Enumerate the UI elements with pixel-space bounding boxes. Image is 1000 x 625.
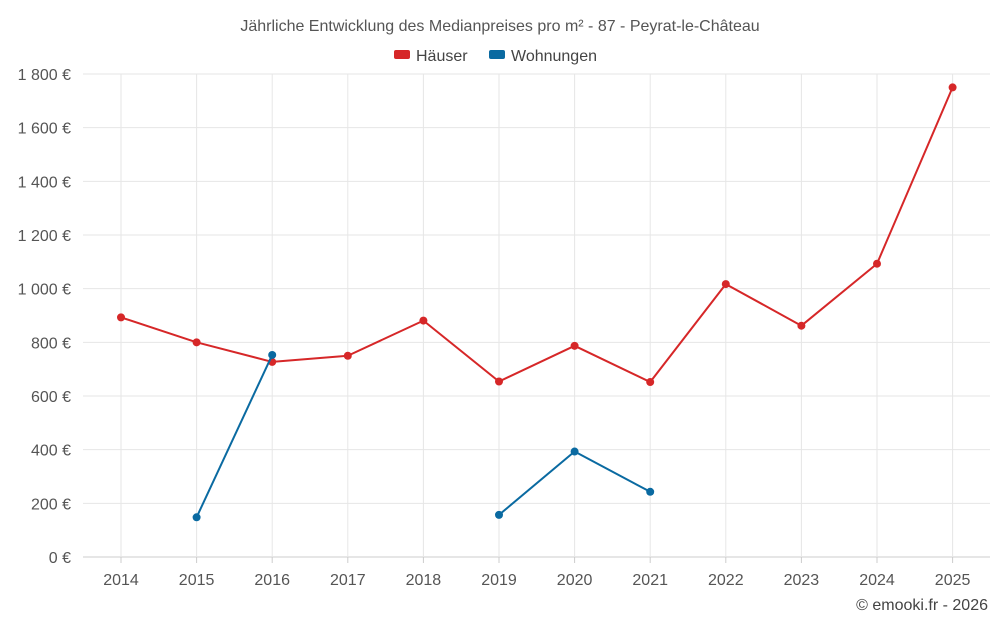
- x-tick-label: 2022: [708, 572, 744, 589]
- data-point-haeuser[interactable]: [873, 259, 881, 268]
- x-tick-label: 2017: [330, 572, 366, 589]
- data-point-haeuser[interactable]: [646, 378, 655, 387]
- data-point-haeuser[interactable]: [570, 341, 579, 350]
- x-tick-label: 2021: [632, 572, 668, 589]
- x-tick-label: 2023: [784, 572, 820, 589]
- legend-swatch-haeuser: [394, 50, 410, 59]
- y-tick-label: 600 €: [31, 389, 71, 406]
- series-line-wohnungen: [195, 354, 274, 518]
- x-tick-label: 2019: [481, 572, 517, 589]
- data-point-wohnungen[interactable]: [570, 447, 579, 456]
- y-tick-label: 0 €: [49, 550, 71, 567]
- data-point-haeuser[interactable]: [495, 377, 503, 386]
- x-tick-label: 2025: [935, 572, 971, 589]
- y-tick-label: 1 400 €: [18, 174, 71, 191]
- credit-text: © emooki.fr - 2026: [856, 597, 988, 614]
- legend-item-wohnungen[interactable]: Wohnungen: [489, 48, 597, 65]
- legend-swatch-wohnungen: [489, 50, 505, 59]
- grid: [83, 73, 990, 558]
- data-point-haeuser[interactable]: [797, 321, 806, 330]
- y-tick-label: 1 800 €: [18, 67, 71, 84]
- series-line-haeuser: [120, 87, 954, 384]
- x-tick-label: 2014: [103, 572, 139, 589]
- data-point-wohnungen[interactable]: [192, 513, 201, 522]
- data-point-haeuser[interactable]: [721, 280, 730, 289]
- legend: Häuser Wohnungen: [394, 48, 597, 65]
- x-tick-label: 2018: [406, 572, 442, 589]
- data-point-haeuser[interactable]: [117, 313, 125, 322]
- legend-label-haeuser: Häuser: [416, 48, 468, 65]
- x-tick-label: 2024: [859, 572, 895, 589]
- data-point-haeuser[interactable]: [343, 351, 352, 360]
- y-tick-label: 1 600 €: [18, 121, 71, 138]
- data-point-wohnungen[interactable]: [495, 510, 503, 519]
- data-point-wohnungen[interactable]: [646, 487, 655, 496]
- y-tick-label: 200 €: [31, 496, 71, 513]
- y-tick-label: 800 €: [31, 335, 71, 352]
- y-tick-label: 1 000 €: [18, 282, 71, 299]
- data-point-haeuser[interactable]: [419, 316, 428, 325]
- x-tick-label: 2015: [179, 572, 215, 589]
- y-axis-ticks: 0 € 200 € 400 € 600 € 800 € 1 000 € 1 200 € 1 4…: [18, 67, 71, 567]
- legend-item-haeuser[interactable]: Häuser: [394, 48, 468, 65]
- x-axis-ticks: 2014 2015 2016 2017 2018 2019 2020 2021 2022 2023…: [103, 557, 970, 589]
- data-point-wohnungen[interactable]: [268, 350, 277, 359]
- x-tick-label: 2016: [254, 572, 290, 589]
- data-point-haeuser[interactable]: [948, 83, 957, 92]
- series: [117, 83, 957, 522]
- x-tick-label: 2020: [557, 572, 593, 589]
- chart-title: Jährliche Entwicklung des Medianpreises …: [240, 18, 759, 35]
- y-tick-label: 400 €: [31, 443, 71, 460]
- data-point-haeuser[interactable]: [192, 338, 201, 347]
- y-tick-label: 1 200 €: [18, 228, 71, 245]
- legend-label-wohnungen: Wohnungen: [511, 48, 597, 65]
